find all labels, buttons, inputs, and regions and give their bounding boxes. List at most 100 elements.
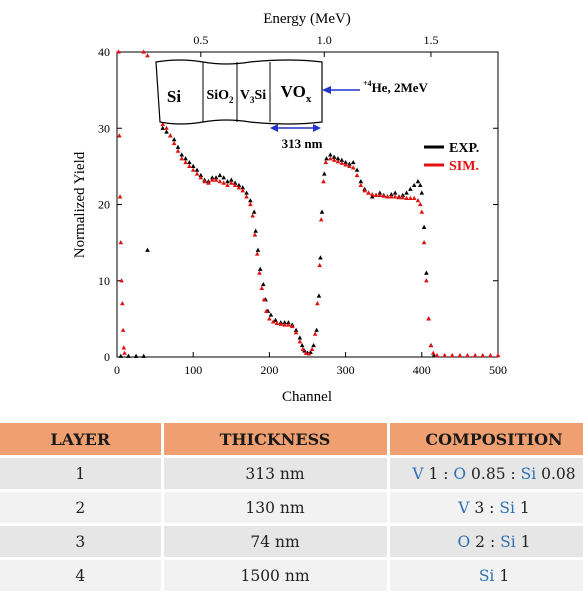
point-sim	[286, 322, 291, 327]
point-sim	[309, 346, 315, 351]
layer-diagram: Si SiO2 V3Si VOx +4He, 2MeV 313 nm	[155, 59, 428, 151]
point-sim	[248, 201, 253, 207]
element-symbol: V	[412, 464, 424, 483]
point-sim	[293, 330, 299, 335]
point-sim	[306, 351, 312, 356]
element-symbol: V	[458, 498, 470, 517]
cell-layer: 1	[0, 455, 164, 491]
point-sim	[254, 251, 260, 256]
point-sim	[480, 352, 486, 358]
x-tick-label: 200	[260, 363, 278, 377]
point-sim	[426, 316, 431, 321]
x-tick-label: 100	[184, 363, 202, 377]
point-sim	[339, 160, 345, 165]
point-exp	[240, 185, 246, 190]
point-sim	[117, 194, 123, 199]
point-exp	[217, 172, 223, 178]
point-sim	[217, 179, 223, 184]
layer-label-si: Si	[167, 87, 181, 106]
table-row: 1 313 nm V 1 : O 0.85 : Si 0.08	[0, 455, 583, 491]
element-ratio: 1	[514, 498, 530, 517]
element-ratio: 0.85 :	[466, 464, 521, 483]
point-sim	[362, 188, 367, 193]
y-axis-title: Normalized Yield	[72, 151, 88, 258]
point-sim	[434, 352, 440, 358]
point-exp	[417, 182, 423, 188]
point-sim	[389, 194, 394, 199]
point-exp	[354, 167, 360, 172]
layer-table: LAYER THICKNESS COMPOSITION 1 313 nm V 1…	[0, 423, 583, 591]
point-sim	[297, 339, 303, 344]
point-exp	[225, 179, 230, 184]
point-sim	[331, 157, 337, 162]
x-axis-title: Channel	[282, 389, 332, 405]
point-sim	[252, 232, 258, 237]
point-exp	[286, 320, 291, 325]
point-exp	[232, 180, 238, 185]
point-sim	[300, 346, 306, 351]
element-symbol: Si	[500, 532, 516, 551]
point-sim	[400, 195, 406, 200]
table-row: 2 130 nm V 3 : Si 1	[0, 489, 583, 525]
table-header-row: LAYER THICKNESS COMPOSITION	[0, 423, 583, 457]
cell-composition: Si 1	[388, 557, 583, 591]
point-sim	[202, 179, 207, 184]
point-exp	[126, 353, 131, 358]
point-sim	[421, 240, 427, 245]
point-sim	[118, 240, 124, 245]
point-exp	[316, 293, 322, 298]
point-exp	[160, 125, 166, 130]
point-sim	[229, 180, 234, 185]
point-exp	[236, 182, 242, 188]
point-sim	[457, 352, 463, 358]
x-tick-label: 500	[489, 363, 507, 377]
point-sim	[465, 352, 470, 358]
point-sim	[396, 195, 402, 200]
header-layer: LAYER	[0, 423, 164, 457]
point-sim	[328, 156, 333, 161]
point-exp	[415, 179, 421, 184]
point-sim	[282, 322, 287, 327]
point-exp	[347, 161, 352, 166]
point-exp	[141, 353, 146, 358]
point-sim	[335, 159, 341, 164]
point-sim	[240, 188, 246, 193]
point-exp	[343, 159, 348, 165]
point-sim	[417, 201, 423, 207]
point-sim	[232, 182, 238, 188]
cell-thickness: 130 nm	[162, 489, 390, 525]
point-exp	[408, 186, 413, 191]
point-exp	[198, 172, 204, 178]
point-exp	[179, 152, 185, 157]
point-exp	[311, 342, 316, 348]
point-sim	[289, 323, 295, 329]
point-sim	[209, 177, 215, 182]
beam-arrowhead	[322, 86, 331, 94]
element-symbol: O	[457, 532, 471, 551]
point-sim	[303, 350, 309, 355]
point-sim	[358, 182, 364, 188]
point-exp	[319, 209, 325, 214]
beam-label: +4He, 2MeV	[363, 79, 428, 95]
point-sim	[168, 133, 173, 138]
point-sim	[198, 175, 204, 180]
x-tick-label: 0	[114, 363, 120, 377]
y-tick-label: 10	[98, 274, 110, 288]
element-ratio: 1 :	[423, 464, 454, 483]
cell-composition: V 1 : O 0.85 : Si 0.08	[388, 455, 583, 491]
element-ratio: 0.08	[536, 464, 576, 483]
point-exp	[175, 144, 181, 149]
thickness-arrowhead-left	[270, 124, 278, 132]
x-tick-label: 300	[337, 363, 355, 377]
point-sim	[366, 190, 371, 195]
top-tick-label: 0.5	[193, 33, 208, 47]
point-exp	[299, 342, 305, 348]
cell-layer: 2	[0, 489, 164, 525]
point-sim	[160, 121, 166, 127]
point-sim	[430, 350, 436, 355]
point-sim	[190, 167, 196, 172]
point-exp	[194, 167, 200, 172]
point-sim	[408, 195, 413, 200]
point-sim	[392, 194, 398, 199]
point-exp	[133, 353, 139, 358]
